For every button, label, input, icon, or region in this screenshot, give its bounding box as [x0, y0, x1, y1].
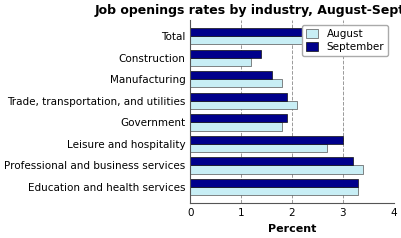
Bar — [190, 157, 353, 165]
Bar — [190, 50, 261, 58]
Bar — [190, 58, 251, 66]
Bar — [190, 71, 271, 79]
X-axis label: Percent: Percent — [268, 224, 316, 234]
Bar — [190, 165, 363, 174]
Bar — [190, 28, 307, 36]
Bar — [190, 122, 282, 130]
Legend: August, September: August, September — [302, 25, 388, 56]
Bar — [190, 136, 343, 144]
Bar — [190, 93, 287, 101]
Title: Job openings rates by industry, August-September 2008: Job openings rates by industry, August-S… — [95, 4, 401, 17]
Bar — [190, 79, 282, 88]
Bar — [190, 114, 287, 122]
Bar — [190, 36, 312, 45]
Bar — [190, 179, 358, 187]
Bar — [190, 187, 358, 195]
Bar — [190, 101, 297, 109]
Bar — [190, 144, 328, 152]
